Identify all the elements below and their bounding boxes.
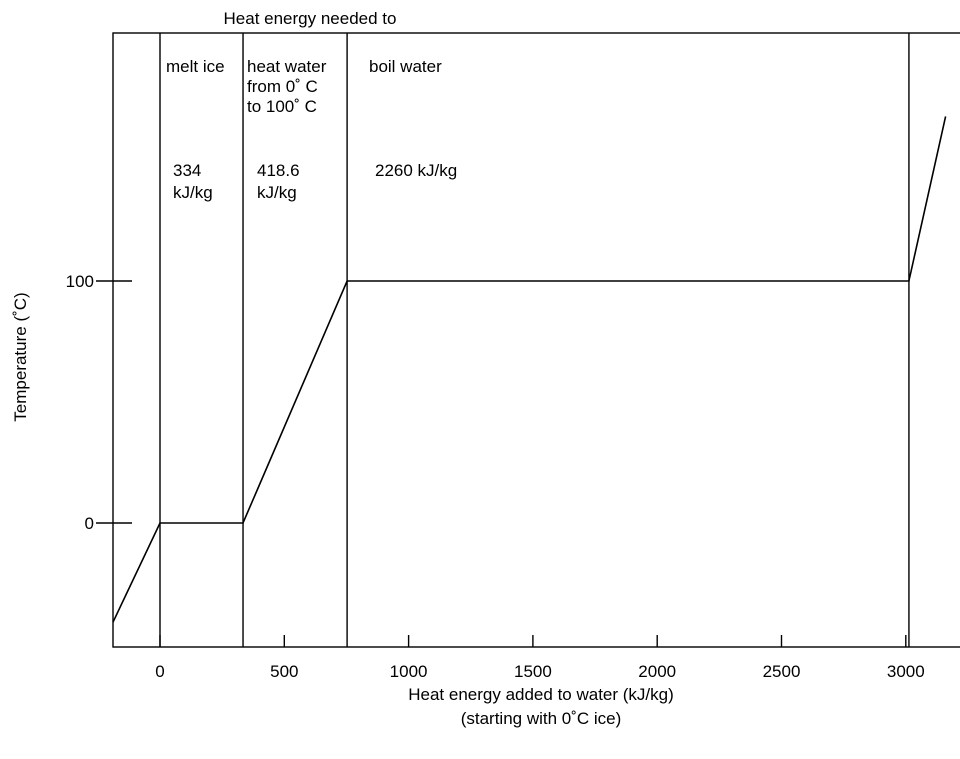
- phase-energy-label: 2260 kJ/kg: [375, 161, 457, 180]
- x-tick-label: 2000: [638, 662, 676, 681]
- x-tick-label: 0: [155, 662, 164, 681]
- x-tick-label: 2500: [763, 662, 801, 681]
- phase-boundaries: [159, 33, 910, 647]
- x-axis-ticks: 0 500 1000 1500 2000 2500 3000: [155, 635, 925, 681]
- phase-energy-label: kJ/kg: [257, 183, 297, 202]
- phase-label-line: from 0˚ C: [247, 77, 318, 96]
- heating-curve-line: [112, 116, 947, 623]
- phase-label-line: melt ice: [166, 57, 225, 76]
- x-tick-label: 3000: [887, 662, 925, 681]
- phase-label-line: to 100˚ C: [247, 97, 317, 116]
- y-axis-ticks: 0 100: [66, 272, 132, 533]
- phase-label-line: boil water: [369, 57, 442, 76]
- phase-energy-label: 334: [173, 161, 201, 180]
- plot-frame: [112, 32, 960, 648]
- phase-label-line: heat water: [247, 57, 327, 76]
- phase-energy-label: 418.6: [257, 161, 300, 180]
- y-tick-label: 100: [66, 272, 94, 291]
- y-tick-label: 0: [85, 514, 94, 533]
- x-axis-label-subtitle: (starting with 0˚C ice): [461, 709, 622, 728]
- chart-title: Heat energy needed to: [224, 9, 397, 28]
- x-tick-label: 1000: [390, 662, 428, 681]
- x-axis-label: Heat energy added to water (kJ/kg): [408, 685, 674, 704]
- x-tick-label: 1500: [514, 662, 552, 681]
- phase-energy-label: kJ/kg: [173, 183, 213, 202]
- x-tick-label: 500: [270, 662, 298, 681]
- y-axis-label: Temperature (˚C): [11, 292, 30, 421]
